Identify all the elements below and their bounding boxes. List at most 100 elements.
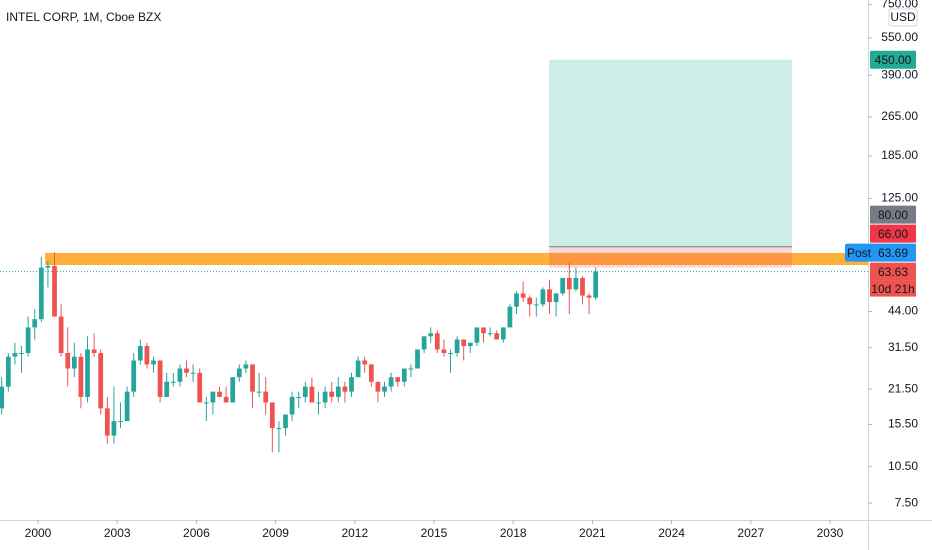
candle-body — [382, 386, 387, 392]
candle-body — [448, 353, 453, 355]
y-tick-label: 44.00 — [888, 304, 918, 318]
candle-body — [441, 349, 447, 354]
candle-body — [137, 346, 143, 361]
candle-body — [415, 349, 420, 369]
candle-body — [540, 289, 546, 305]
stop-zone — [549, 246, 792, 268]
x-tick-label: 2021 — [579, 526, 606, 540]
candle-body — [481, 327, 486, 334]
candle-body — [25, 327, 31, 354]
y-tick-label: 125.00 — [881, 191, 918, 205]
candle-body — [401, 368, 407, 382]
price-badge — [870, 50, 916, 69]
candle-body — [177, 368, 183, 382]
candle-body — [256, 391, 262, 393]
candle-body — [296, 396, 302, 398]
candle-body — [124, 391, 130, 422]
price-badge — [870, 224, 916, 243]
candle-body — [104, 408, 110, 436]
target-zone — [549, 59, 792, 247]
x-tick-label: 2012 — [341, 526, 368, 540]
candle-body — [263, 391, 269, 403]
candle-body — [527, 297, 533, 305]
price-badge — [870, 262, 916, 281]
candle-body — [362, 360, 368, 365]
candle-body — [197, 372, 203, 403]
candle-body — [98, 353, 104, 409]
y-tick-label: 15.50 — [888, 417, 918, 431]
y-tick-label: 31.50 — [888, 340, 918, 354]
candle-body — [467, 342, 473, 347]
chart-title: INTEL CORP, 1M, Cboe BZX — [6, 10, 161, 24]
candle-body — [309, 386, 315, 403]
candle-body — [395, 377, 401, 382]
candle-body — [474, 327, 480, 343]
post-tag — [845, 243, 873, 262]
candle-body — [335, 386, 341, 397]
candle-body — [230, 377, 236, 403]
candle-body — [19, 353, 24, 355]
candle-body — [32, 319, 38, 328]
candle-body — [586, 295, 592, 298]
y-tick-label: 390.00 — [881, 67, 918, 81]
candle-body — [190, 372, 196, 374]
candle-body — [170, 381, 176, 383]
price-badge-label: 66.00 — [878, 227, 908, 241]
candle-body — [289, 396, 295, 415]
currency-box — [888, 8, 918, 27]
candle-body — [454, 339, 460, 354]
candle-body — [236, 368, 242, 378]
candle-body — [316, 402, 321, 404]
candle-body — [269, 402, 275, 429]
candle-body — [85, 349, 90, 397]
candle-body — [217, 391, 222, 397]
candle-body — [223, 396, 229, 403]
candle-body — [421, 336, 427, 350]
candle-body — [547, 289, 552, 303]
x-tick-label: 2000 — [25, 526, 52, 540]
candle-body — [131, 360, 137, 392]
candle-body — [349, 377, 354, 392]
countdown-badge — [870, 280, 916, 297]
candle-body — [111, 421, 117, 436]
candle-body — [52, 265, 57, 317]
price-badge — [870, 243, 916, 262]
candle-body — [560, 277, 566, 294]
time-axis-bg — [0, 520, 932, 550]
candle-body — [580, 277, 585, 296]
candle-body — [368, 364, 374, 382]
x-tick-label: 2024 — [658, 526, 685, 540]
candle-body — [144, 346, 150, 365]
price-badge-label: 450.00 — [875, 53, 912, 67]
x-tick-label: 2027 — [737, 526, 764, 540]
candle-body — [461, 339, 467, 347]
candle-body — [71, 356, 77, 369]
price-badge — [870, 205, 916, 224]
candle-body — [428, 333, 434, 337]
zone — [45, 252, 868, 266]
candle-body — [5, 356, 11, 387]
candle-body — [276, 428, 282, 430]
candle-body — [487, 333, 493, 335]
x-tick-label: 2030 — [817, 526, 844, 540]
candle-body — [434, 333, 440, 350]
x-tick-label: 2018 — [500, 526, 527, 540]
candle-body — [38, 267, 44, 320]
x-tick-label: 2015 — [421, 526, 448, 540]
candle-body — [203, 402, 209, 404]
candle-body — [533, 304, 539, 306]
y-tick-label: 7.50 — [895, 495, 919, 509]
candle-body — [408, 368, 414, 370]
x-tick-label: 2009 — [262, 526, 289, 540]
candle-body — [514, 293, 519, 307]
y-tick-label: 265.00 — [881, 109, 918, 123]
candle-body — [566, 277, 572, 290]
candle-body — [573, 277, 579, 290]
candle-body — [243, 364, 249, 369]
candle-body — [322, 391, 328, 403]
candle-body — [553, 293, 559, 303]
y-tick-label: 10.50 — [888, 459, 918, 473]
candle-body — [157, 360, 163, 397]
